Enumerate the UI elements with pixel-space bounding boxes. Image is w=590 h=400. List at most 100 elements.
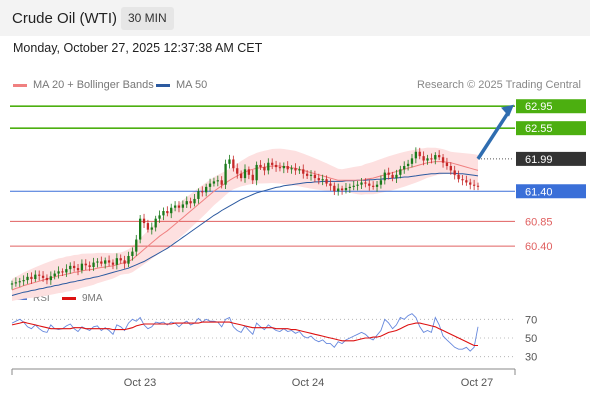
candle-body xyxy=(26,276,29,281)
candle-body xyxy=(177,205,181,208)
candle-body xyxy=(375,184,379,187)
candle-body xyxy=(69,265,72,270)
candle-body xyxy=(201,191,204,193)
rsi-tick-50: 50 xyxy=(525,333,537,345)
legend-ma20: MA 20 + Bollinger Bands xyxy=(13,79,154,91)
candle-body xyxy=(274,164,278,168)
candle-body xyxy=(403,166,406,170)
forecast-arrow-shaft xyxy=(476,111,510,160)
level-label-bg-62.95 xyxy=(516,99,586,114)
level-label-bg-61.99 xyxy=(516,151,586,166)
candle-body xyxy=(14,282,18,284)
candle-body xyxy=(80,263,84,271)
candle-body xyxy=(426,158,429,161)
ma20-label: MA 20 + Bollinger Bands xyxy=(33,79,154,91)
x-tick-oct-24: Oct 24 xyxy=(292,377,324,389)
x-tick-oct-27: Oct 27 xyxy=(461,377,493,389)
candle-body xyxy=(469,182,472,185)
candle-body xyxy=(18,281,21,283)
ma50-label: MA 50 xyxy=(176,79,208,91)
candle-body xyxy=(142,218,146,224)
rsi-tick-70: 70 xyxy=(525,314,537,326)
candle-body xyxy=(123,260,126,264)
candle-body xyxy=(449,166,452,171)
candle-body xyxy=(267,162,270,171)
candle-body xyxy=(259,164,262,168)
candle-body xyxy=(228,159,231,164)
level-label-62.55: 62.55 xyxy=(525,123,553,135)
candle-body xyxy=(286,166,289,170)
legend-9ma: 9MA xyxy=(62,293,103,304)
candle-body xyxy=(45,277,49,281)
candle-body xyxy=(438,155,441,158)
candle-body xyxy=(302,169,305,174)
candle-body xyxy=(278,167,282,169)
candle-body xyxy=(119,258,122,261)
candle-body xyxy=(418,151,421,157)
candle-body xyxy=(406,163,410,167)
candle-body xyxy=(76,268,80,271)
candle-body xyxy=(189,201,192,204)
candle-body xyxy=(298,169,301,171)
candle-body xyxy=(329,183,332,186)
candle-body xyxy=(457,174,460,180)
candle-body xyxy=(96,261,99,263)
candle-body xyxy=(220,180,223,185)
9ma-label: 9MA xyxy=(82,293,103,304)
candle-body xyxy=(255,164,258,181)
instrument-title: Crude Oil (WTI) xyxy=(12,10,117,27)
candle-body xyxy=(395,174,398,179)
candle-body xyxy=(309,174,313,176)
legend-ma50: MA 50 xyxy=(156,79,207,91)
candle-body xyxy=(111,262,115,265)
candle-body xyxy=(65,269,68,273)
candle-body xyxy=(239,173,243,179)
candle-body xyxy=(88,265,91,267)
candle-body xyxy=(212,181,216,184)
9ma-swatch xyxy=(62,297,76,300)
candle-body xyxy=(472,184,476,186)
candle-body xyxy=(364,182,367,184)
candle-body xyxy=(410,158,414,164)
research-credit: Research © 2025 Trading Central xyxy=(416,79,581,91)
candle-body xyxy=(92,262,95,267)
candle-body xyxy=(271,162,274,165)
candle-body xyxy=(193,198,196,204)
level-label-60.85: 60.85 xyxy=(525,216,553,228)
candle-body xyxy=(38,274,41,276)
candle-body xyxy=(146,223,150,230)
candle-body xyxy=(57,271,60,274)
candle-body xyxy=(158,215,161,219)
candle-body xyxy=(317,178,320,181)
rsi-label: RSI xyxy=(33,293,50,304)
rsi-series-9ma xyxy=(11,321,478,347)
candle-body xyxy=(294,168,297,171)
candle-body xyxy=(49,276,52,281)
candle-body xyxy=(104,260,107,264)
candle-body xyxy=(170,207,173,214)
candle-body xyxy=(243,169,247,179)
candle-body xyxy=(321,179,324,181)
candle-body xyxy=(387,172,390,175)
candle-body xyxy=(154,218,157,228)
candle-body xyxy=(247,169,251,175)
candle-body xyxy=(263,167,266,171)
candle-body xyxy=(305,173,309,176)
candle-body xyxy=(150,227,153,230)
candle-body xyxy=(30,276,33,280)
candle-body xyxy=(399,169,402,175)
candle-body xyxy=(107,260,111,263)
candle-body xyxy=(84,263,87,266)
rsi-tick-30: 30 xyxy=(525,352,537,364)
candle-body xyxy=(208,183,212,187)
level-label-bg-62.55 xyxy=(516,121,586,136)
level-label-61.99: 61.99 xyxy=(525,154,553,166)
candle-body xyxy=(465,180,468,183)
candle-body xyxy=(138,218,142,240)
candle-body xyxy=(162,211,165,216)
candle-body xyxy=(379,180,383,185)
timeframe-button[interactable]: 30 MIN xyxy=(121,7,174,30)
candle-body xyxy=(356,184,359,186)
candle-body xyxy=(360,182,363,185)
